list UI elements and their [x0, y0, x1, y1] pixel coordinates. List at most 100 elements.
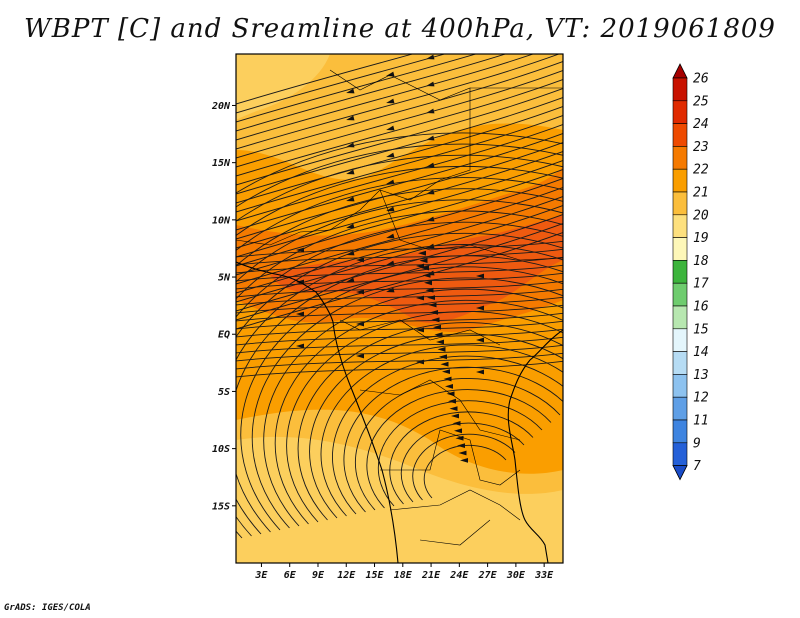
streamline-arrow [449, 406, 458, 411]
streamline-arrow [460, 458, 468, 463]
streamline [236, 244, 563, 535]
streamline-arrow [428, 302, 437, 308]
streamline-arrow [346, 88, 355, 94]
streamline-arrow [434, 332, 443, 337]
streamline-arrow [386, 152, 395, 158]
streamline-arrow [296, 311, 304, 317]
streamline-arrow [356, 289, 364, 295]
streamline-arrow [437, 347, 446, 352]
streamline-arrow [451, 413, 459, 419]
streamline [343, 366, 563, 513]
lon-label: 30E [506, 570, 526, 581]
streamline [236, 296, 563, 314]
colorbar-label: 24 [693, 117, 709, 132]
streamline-arrow [419, 258, 428, 263]
colorbar-label: 15 [693, 322, 709, 337]
colorbar-label: 9 [693, 436, 701, 451]
streamline [236, 240, 563, 258]
streamline [236, 88, 563, 186]
streamline-arrow [418, 250, 426, 256]
streamline [236, 54, 447, 114]
streamline [236, 188, 563, 267]
streamline [400, 422, 525, 503]
colorbar-swatch [672, 328, 688, 352]
lon-label: 27E [478, 570, 498, 581]
streamline [286, 311, 563, 523]
lat-label: 5S [218, 387, 230, 398]
streamline [236, 54, 561, 150]
streamline-arrow [458, 450, 467, 456]
colorbar-swatch [672, 260, 688, 284]
streamline-arrow [427, 295, 435, 300]
streamline-arrow [296, 247, 304, 253]
lon-label: 9E [312, 570, 325, 581]
lat-label: 10S [212, 444, 230, 455]
colorbar-swatch [672, 100, 688, 124]
streamline [366, 389, 552, 509]
colorbar-label: 25 [693, 94, 709, 109]
longitude-axis: 3E 6E 9E 12E 15E 18E 21E 24E 27E 30E 33E [254, 563, 554, 581]
streamline-arrow [476, 369, 484, 375]
streamline [236, 232, 563, 330]
colorbar-top-extension [672, 63, 688, 79]
streamline [236, 255, 563, 533]
streamline [423, 444, 507, 499]
streamline-arrow [476, 273, 484, 279]
colorbar-label: 22 [693, 163, 709, 178]
colorbar-swatch [672, 305, 688, 330]
streamline-arrow [386, 233, 395, 239]
colorbar-label: 23 [693, 140, 709, 155]
colorbar-label: 17 [693, 277, 709, 292]
plot-frame [235, 53, 564, 564]
streamline [236, 54, 415, 105]
streamline [236, 264, 563, 282]
chart-title: WBPT [C] and Sreamline at 400hPa, VT: 20… [24, 14, 776, 44]
colorbar-label: 26 [693, 72, 709, 87]
streamline [263, 288, 563, 527]
streamline-arrow [416, 295, 424, 301]
streamline-arrow [424, 280, 432, 286]
streamline [236, 61, 563, 159]
streamline [236, 70, 563, 168]
streamline [377, 400, 543, 507]
colorbar-label: 14 [693, 345, 709, 360]
streamline-arrow [346, 277, 355, 283]
streamline [236, 79, 563, 177]
streamline-arrow [430, 310, 438, 315]
streamline [236, 142, 563, 240]
field-19-region-north [236, 54, 330, 120]
streamline [274, 299, 563, 525]
lon-label: 33E [534, 570, 554, 581]
streamline [236, 160, 563, 258]
colorbar-swatch [672, 396, 688, 421]
streamline-arrow [416, 327, 424, 333]
colorbar-label: 20 [693, 208, 709, 223]
streamline-arrow [346, 223, 355, 229]
colorbar-label: 18 [693, 254, 709, 269]
streamline-arrow [440, 361, 449, 367]
streamline-arrow [436, 339, 444, 345]
streamline [236, 154, 563, 222]
colorbar-label: 21 [693, 186, 709, 201]
streamline [236, 132, 563, 194]
streamline [236, 133, 563, 231]
streamline [236, 178, 563, 276]
colorbar-label: 11 [693, 414, 709, 429]
streamline-arrow [433, 324, 441, 330]
streamline [240, 266, 563, 531]
streamline-arrow [443, 376, 452, 382]
streamline [236, 344, 563, 362]
colorbar: 26 25 24 23 22 21 20 19 18 17 16 15 14 13 12 11 9 7 [672, 63, 709, 481]
streamline [309, 333, 563, 519]
streamline [236, 312, 563, 330]
colorbar-swatch [672, 123, 688, 147]
colorbar-swatch [672, 191, 688, 216]
streamlines [236, 54, 563, 539]
streamline [236, 196, 563, 294]
streamline-arrow [386, 98, 395, 104]
streamline-arrow [431, 317, 440, 323]
streamline [236, 288, 563, 306]
colorbar-label: 16 [693, 300, 709, 315]
streamline-arrow [476, 337, 484, 343]
